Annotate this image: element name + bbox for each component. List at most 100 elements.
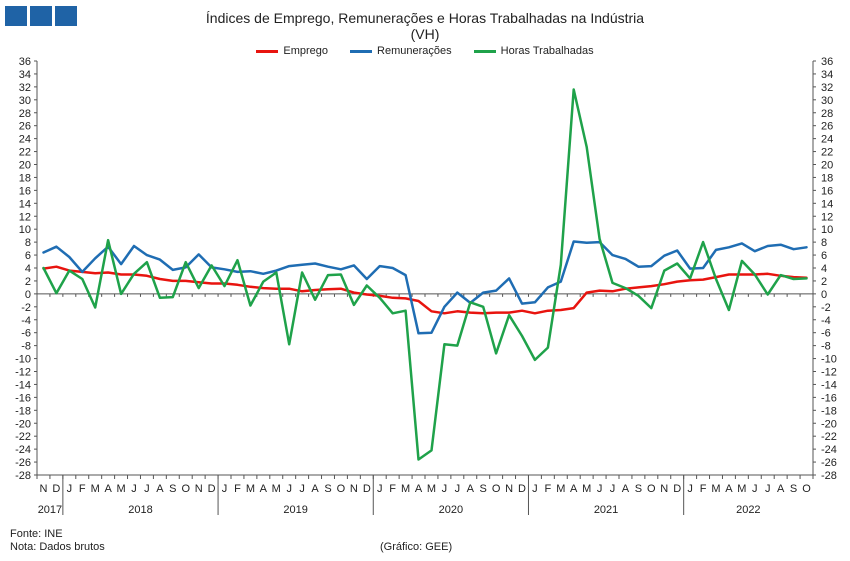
x-tick-label: M [556,483,565,495]
x-tick-label: A [156,483,164,495]
y-tick-label-left: 2 [25,276,31,288]
x-tick-label: N [39,483,47,495]
x-tick-label: J [597,483,603,495]
y-tick-label-left: -22 [15,431,31,443]
y-tick-label-left: -14 [15,379,31,391]
x-tick-label: J [286,483,292,495]
x-tick-label: J [687,483,693,495]
y-tick-label-right: -12 [821,367,837,379]
year-label: 2022 [736,504,760,516]
y-tick-label-left: -2 [21,302,31,314]
x-tick-label: J [131,483,137,495]
legend-item-emprego: Emprego [256,45,328,57]
y-tick-label-right: -28 [821,470,837,482]
legend-item-horas: Horas Trabalhadas [473,45,594,57]
year-label: 2018 [128,504,152,516]
x-tick-label: J [299,483,305,495]
x-tick-label: J [610,483,616,495]
y-tick-label-right: 26 [821,121,833,133]
y-tick-label-left: -4 [21,315,31,327]
x-tick-label: N [195,483,203,495]
legend-swatch-remuneracoes [350,49,373,53]
y-tick-label-left: -16 [15,392,31,404]
x-tick-label: A [415,483,423,495]
x-tick-label: J [377,483,383,495]
y-tick-label-right: 10 [821,224,833,236]
y-tick-label-left: 30 [19,95,31,107]
chart-legend: Emprego Remunerações Horas Trabalhadas [0,45,850,57]
legend-swatch-horas [473,49,496,53]
source-note: Fonte: INE [10,528,63,540]
y-tick-label-right: 32 [821,82,833,94]
legend-label-horas: Horas Trabalhadas [500,45,594,57]
x-tick-label: J [144,483,150,495]
chart-title-line1: Índices de Emprego, Remunerações e Horas… [205,10,645,26]
x-tick-label: F [234,483,241,495]
y-tick-label-left: -10 [15,354,31,366]
y-tick-label-right: -2 [821,302,831,314]
y-tick-label-left: 24 [19,134,31,146]
y-tick-label-right: -22 [821,431,837,443]
y-tick-label-left: 6 [25,250,31,262]
y-tick-label-right: 28 [821,108,833,120]
x-tick-label: S [169,483,176,495]
y-tick-label-right: -8 [821,341,831,353]
series-line-emprego [42,265,808,315]
year-label: 2021 [594,504,618,516]
y-tick-label-right: 6 [821,250,827,262]
gee-logo [5,6,77,26]
x-tick-label: M [582,483,591,495]
logo-square [5,6,27,26]
x-tick-label: D [208,483,216,495]
x-tick-label: M [711,483,720,495]
x-tick-label: F [389,483,396,495]
footer-notes: Fonte: INE Nota: Dados brutos [10,528,105,554]
y-tick-label-left: -12 [15,367,31,379]
y-tick-label-left: 4 [25,263,31,275]
y-tick-label-left: 18 [19,172,31,184]
y-tick-label-right: 30 [821,95,833,107]
y-tick-label-left: 10 [19,224,31,236]
y-tick-label-left: -28 [15,470,31,482]
y-tick-label-left: 14 [19,198,31,210]
x-tick-label: M [427,483,436,495]
y-tick-label-right: -24 [821,444,837,456]
x-tick-label: J [67,483,73,495]
x-tick-label: M [246,483,255,495]
logo-square [30,6,52,26]
x-tick-label: D [518,483,526,495]
x-tick-label: M [116,483,125,495]
y-tick-label-left: -18 [15,405,31,417]
year-label: 2019 [283,504,307,516]
x-tick-label: O [492,483,501,495]
legend-item-remuneracoes: Remunerações [350,45,452,57]
x-tick-label: D [673,483,681,495]
logo-square [55,6,77,26]
y-tick-label-right: 34 [821,69,833,81]
x-tick-label: O [337,483,346,495]
y-tick-label-left: 28 [19,108,31,120]
y-tick-label-right: -14 [821,379,837,391]
y-tick-label-right: 0 [821,289,827,301]
y-tick-label-right: 16 [821,185,833,197]
year-label: 2017 [38,504,62,516]
x-tick-label: O [181,483,190,495]
x-tick-label: J [455,483,461,495]
legend-label-remuneracoes: Remunerações [377,45,452,57]
y-tick-label-right: 24 [821,134,833,146]
x-tick-label: S [480,483,487,495]
x-tick-label: A [260,483,268,495]
y-tick-label-right: 18 [821,172,833,184]
x-tick-label: J [752,483,758,495]
x-tick-label: A [104,483,112,495]
x-tick-label: D [363,483,371,495]
y-tick-label-left: -20 [15,418,31,430]
year-label: 2020 [439,504,463,516]
x-tick-label: A [467,483,475,495]
x-tick-label: D [52,483,60,495]
x-tick-label: J [222,483,228,495]
y-tick-label-left: 36 [19,56,31,68]
y-tick-label-right: -26 [821,457,837,469]
y-tick-label-right: -4 [821,315,831,327]
